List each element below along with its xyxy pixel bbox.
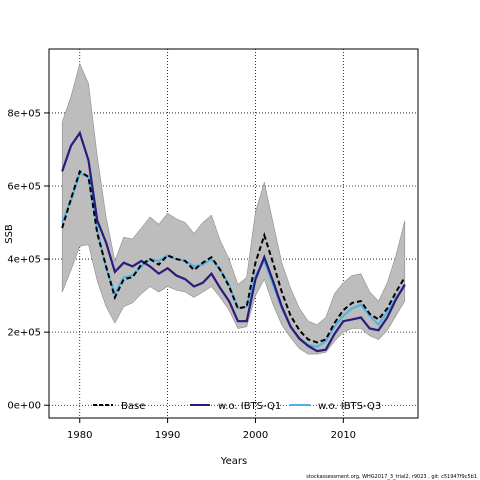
x-axis: 1980 1990 2000 2010 — [67, 418, 356, 441]
footnote: stockassessment.org, WHG2017_3_trial2, r… — [306, 474, 477, 480]
y-tick-label: 2e+05 — [7, 328, 41, 339]
y-axis: 0e+00 2e+05 4e+05 6e+05 8e+05 — [7, 108, 49, 412]
x-axis-title: Years — [220, 456, 247, 467]
x-tick-label: 2000 — [243, 430, 268, 441]
legend-label-base: Base — [121, 401, 145, 412]
x-tick-label: 1980 — [67, 430, 92, 441]
legend: Base w.o. IBTS-Q1 w.o. IBTS-Q3 — [93, 401, 381, 412]
legend-label-w-o-ibts-q1: w.o. IBTS-Q1 — [218, 401, 281, 412]
y-axis-title: SSB — [4, 224, 15, 244]
plot-frame — [48, 48, 419, 419]
confidence-band — [61, 62, 406, 355]
y-tick-label: 4e+05 — [7, 255, 41, 266]
series-lines — [61, 130, 406, 353]
x-tick-label: 1990 — [155, 430, 180, 441]
y-tick-label: 8e+05 — [7, 108, 41, 119]
legend-label-w-o-ibts-q3: w.o. IBTS-Q3 — [318, 401, 381, 412]
series-line-w-o-ibts-q1 — [61, 130, 406, 353]
y-tick-label: 6e+05 — [7, 182, 41, 193]
x-tick-label: 2010 — [331, 430, 356, 441]
y-tick-label: 0e+00 — [7, 401, 41, 412]
series-line-base — [61, 169, 406, 344]
